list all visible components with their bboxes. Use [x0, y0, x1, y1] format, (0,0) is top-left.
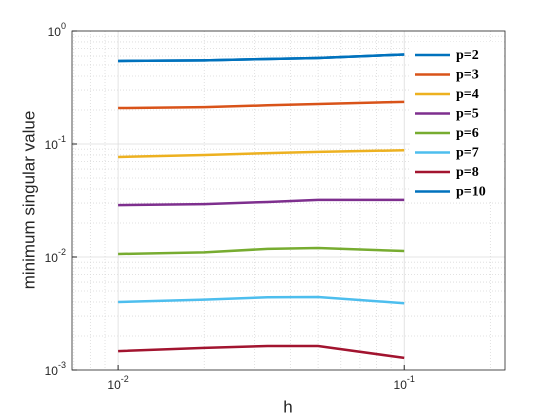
y-tick-label: 10-3 — [45, 360, 66, 378]
y-axis-label: minimum singular value — [19, 111, 38, 290]
series-line — [118, 100, 405, 110]
y-tick-label: 10-2 — [45, 247, 66, 265]
legend-box — [410, 42, 502, 202]
ticks: 10-2 10-1 10-3 10-2 10-1 100 — [45, 21, 415, 392]
legend: p=2 p=3 p=4 p=5 p=6 p=7 p=8 p=10 — [410, 42, 502, 202]
y-tick-label: 100 — [48, 21, 66, 39]
series-line — [118, 149, 405, 159]
legend-label: p=8 — [456, 165, 479, 180]
lines — [118, 53, 405, 360]
series-line — [118, 198, 405, 207]
legend-label: p=3 — [456, 68, 479, 83]
legend-label: p=2 — [456, 48, 479, 63]
series-line — [118, 246, 405, 256]
series-line — [118, 344, 405, 360]
x-axis-label: h — [283, 397, 292, 416]
legend-label: p=5 — [456, 107, 479, 122]
y-tick-label: 10-1 — [45, 134, 66, 152]
series-line — [118, 53, 405, 63]
legend-label: p=10 — [456, 185, 486, 200]
series-line — [118, 295, 405, 305]
x-tick-label: 10-1 — [394, 374, 415, 392]
legend-label: p=7 — [456, 146, 479, 161]
x-tick-label: 10-2 — [107, 374, 128, 392]
legend-label: p=4 — [456, 87, 479, 102]
legend-label: p=6 — [456, 126, 479, 141]
axes-box — [71, 30, 506, 371]
